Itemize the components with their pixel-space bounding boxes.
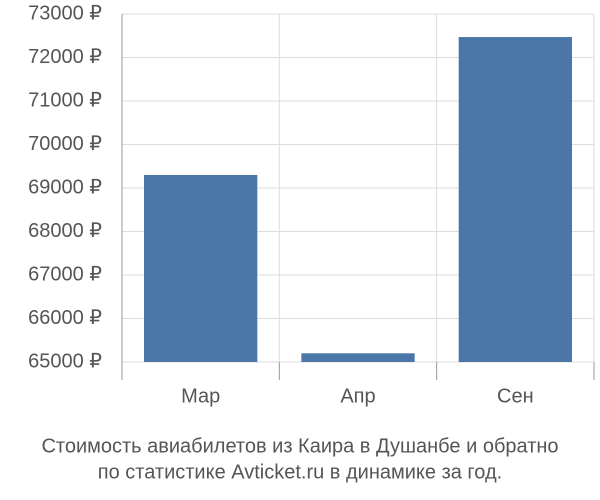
y-tick-label: 72000 ₽ (28, 46, 102, 68)
x-tick-label: Апр (340, 385, 375, 407)
y-tick-label: 73000 ₽ (28, 2, 102, 24)
x-tick-label: Сен (497, 385, 534, 407)
chart-title-line: по статистике Avticket.ru в динамике за … (98, 461, 502, 483)
chart-title-line: Стоимость авиабилетов из Каира в Душанбе… (41, 435, 558, 457)
y-tick-label: 67000 ₽ (28, 263, 102, 285)
y-tick-label: 66000 ₽ (28, 307, 102, 329)
bar (301, 353, 415, 362)
bar (144, 174, 258, 362)
y-tick-label: 70000 ₽ (28, 133, 102, 155)
bar (458, 37, 572, 363)
y-tick-label: 65000 ₽ (28, 350, 102, 372)
y-tick-label: 69000 ₽ (28, 176, 102, 198)
y-tick-label: 71000 ₽ (28, 89, 102, 111)
y-tick-label: 68000 ₽ (28, 220, 102, 242)
x-tick-label: Мар (181, 385, 220, 407)
